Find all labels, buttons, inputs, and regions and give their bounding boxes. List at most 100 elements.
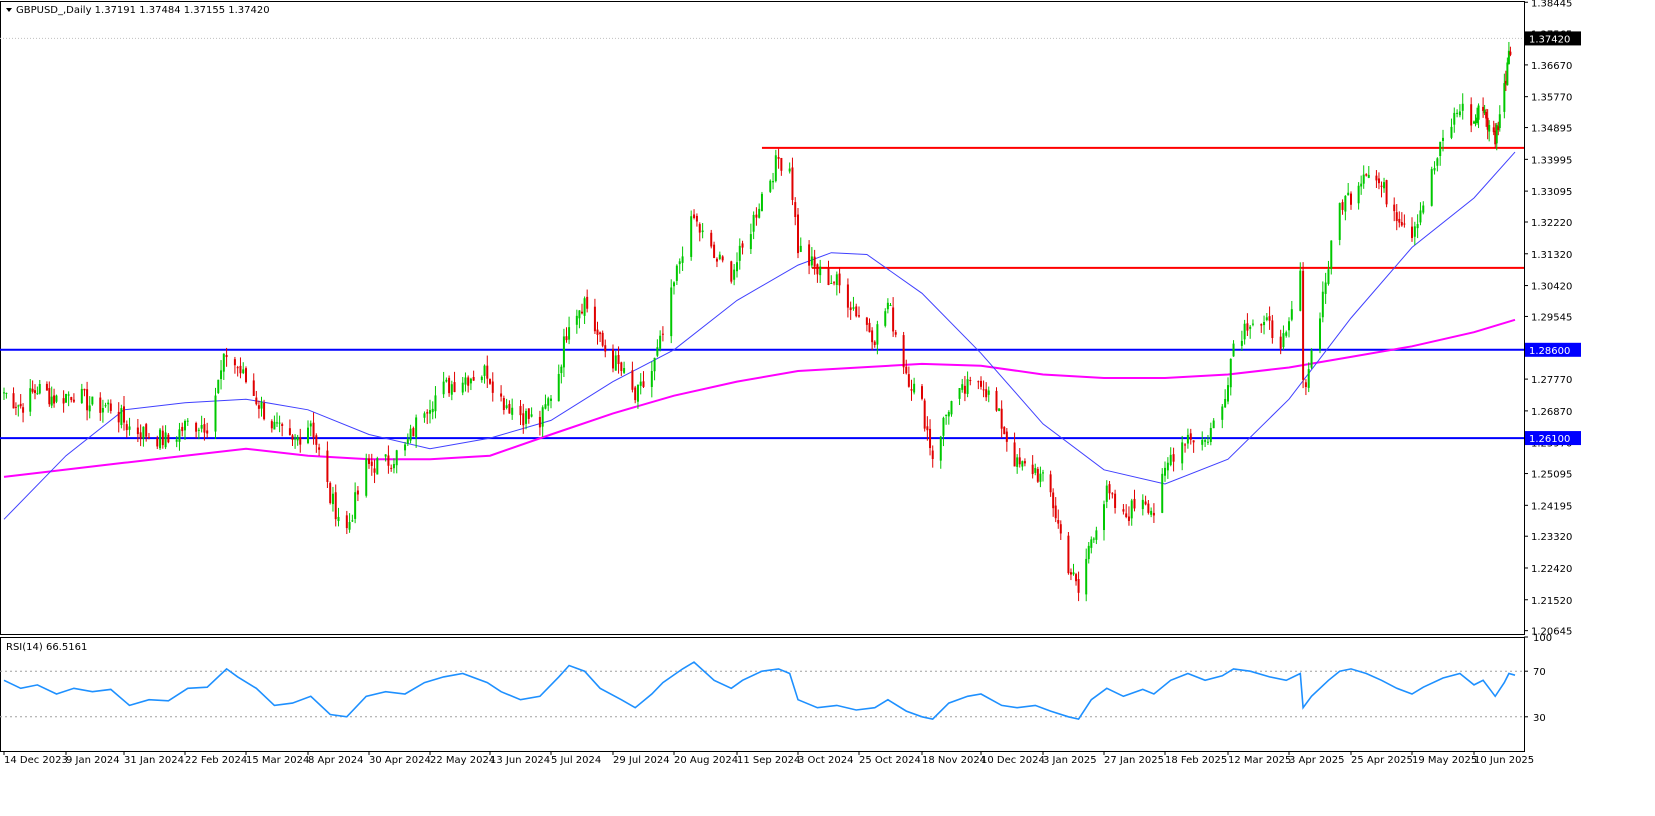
candle-body xyxy=(175,439,178,442)
candle-body xyxy=(1476,117,1479,124)
candle-body xyxy=(586,296,589,309)
candle-body xyxy=(1212,420,1215,429)
candle-body xyxy=(72,399,75,402)
candle-body xyxy=(1395,212,1398,221)
candle-body xyxy=(1090,539,1093,548)
candle-body xyxy=(351,520,354,522)
last-price-tag xyxy=(1525,31,1581,46)
rsi-line xyxy=(3,661,1516,721)
candle-body xyxy=(186,420,189,422)
candle-body xyxy=(868,322,871,333)
y-tick-label: 1.35770 xyxy=(1531,93,1572,104)
candle-body xyxy=(1172,454,1175,462)
candle-body xyxy=(550,398,552,401)
candle-body xyxy=(312,422,315,438)
candle-body xyxy=(617,355,620,365)
y-tick-label: 1.21520 xyxy=(1531,596,1572,607)
candle-body xyxy=(88,405,91,412)
candle-body xyxy=(1268,316,1271,321)
y-tick-label: 1.25095 xyxy=(1531,470,1572,481)
candle-body xyxy=(620,362,623,372)
x-tick-label: 18 Feb 2025 xyxy=(1165,755,1227,766)
candle-body xyxy=(596,329,599,335)
candle-body xyxy=(1127,516,1130,521)
candle-body xyxy=(741,243,744,248)
candle-body xyxy=(601,332,604,346)
level-price-tag xyxy=(1525,342,1581,357)
candle-body xyxy=(982,389,985,391)
candle-body xyxy=(395,450,398,466)
candle-body xyxy=(1422,205,1425,213)
candle-body xyxy=(1087,545,1090,560)
candle-body xyxy=(1085,558,1088,595)
x-tick-label: 22 May 2024 xyxy=(430,755,495,766)
candle-body xyxy=(1360,183,1363,187)
candle-body xyxy=(1147,503,1150,513)
candle-body xyxy=(1485,112,1488,119)
candle-body xyxy=(791,167,794,200)
candle-body xyxy=(755,214,758,218)
candle-body xyxy=(184,420,186,431)
candle-body xyxy=(623,368,626,373)
candle-body xyxy=(1003,427,1006,435)
candle-body xyxy=(1290,309,1293,320)
candle-body xyxy=(309,423,312,427)
candle-body xyxy=(1416,224,1419,229)
candle-body xyxy=(409,428,412,441)
candle-body xyxy=(1054,505,1057,519)
candle-body xyxy=(278,422,281,424)
candle-body xyxy=(156,438,159,447)
candle-body xyxy=(1161,473,1164,513)
candle-body xyxy=(368,458,370,464)
candle-body xyxy=(772,181,775,183)
candle-body xyxy=(225,354,228,358)
candle-body xyxy=(404,444,407,451)
candle-body xyxy=(29,388,32,412)
candle-body xyxy=(373,468,376,473)
candle-body xyxy=(1209,427,1212,443)
candle-body xyxy=(1251,323,1254,325)
candle-body xyxy=(222,353,225,372)
candle-body xyxy=(950,401,953,415)
candle-body xyxy=(530,414,533,417)
candle-body xyxy=(1492,127,1495,133)
candle-body xyxy=(902,335,905,368)
candle-body xyxy=(1338,203,1341,240)
candle-body xyxy=(1031,464,1034,475)
candle-body xyxy=(1005,431,1008,442)
candle-body xyxy=(206,430,209,434)
candle-body xyxy=(255,397,258,405)
candle-body xyxy=(329,483,332,504)
candle-body xyxy=(1105,485,1108,502)
candle-body xyxy=(921,386,923,399)
x-tick-label: 11 Sep 2024 xyxy=(737,755,800,766)
candle-body xyxy=(136,427,139,435)
candle-body xyxy=(159,429,162,449)
candle-body xyxy=(1221,406,1224,420)
candle-body xyxy=(769,180,772,192)
candle-body xyxy=(1453,112,1456,125)
candle-body xyxy=(299,437,302,445)
candle-body xyxy=(931,450,934,459)
candle-body xyxy=(525,410,528,424)
candle-body xyxy=(808,244,811,266)
candle-body xyxy=(107,402,110,405)
candle-body xyxy=(1486,117,1489,130)
candle-body xyxy=(1150,510,1153,515)
main-panel-frame xyxy=(0,1,1525,635)
candle-body xyxy=(491,381,494,393)
candle-body xyxy=(568,327,571,340)
candle-body xyxy=(288,428,291,435)
candle-body xyxy=(128,426,131,430)
candle-body xyxy=(1503,83,1506,112)
candle-body xyxy=(445,379,448,382)
candle-body xyxy=(819,266,822,276)
candle-body xyxy=(1206,441,1209,443)
candle-body xyxy=(695,215,698,222)
candle-body xyxy=(653,357,656,372)
x-tick-label: 25 Apr 2025 xyxy=(1351,755,1413,766)
candle-body xyxy=(1380,185,1383,187)
candle-body xyxy=(376,458,379,475)
candle-body xyxy=(1344,195,1347,212)
candle-body xyxy=(961,384,964,390)
